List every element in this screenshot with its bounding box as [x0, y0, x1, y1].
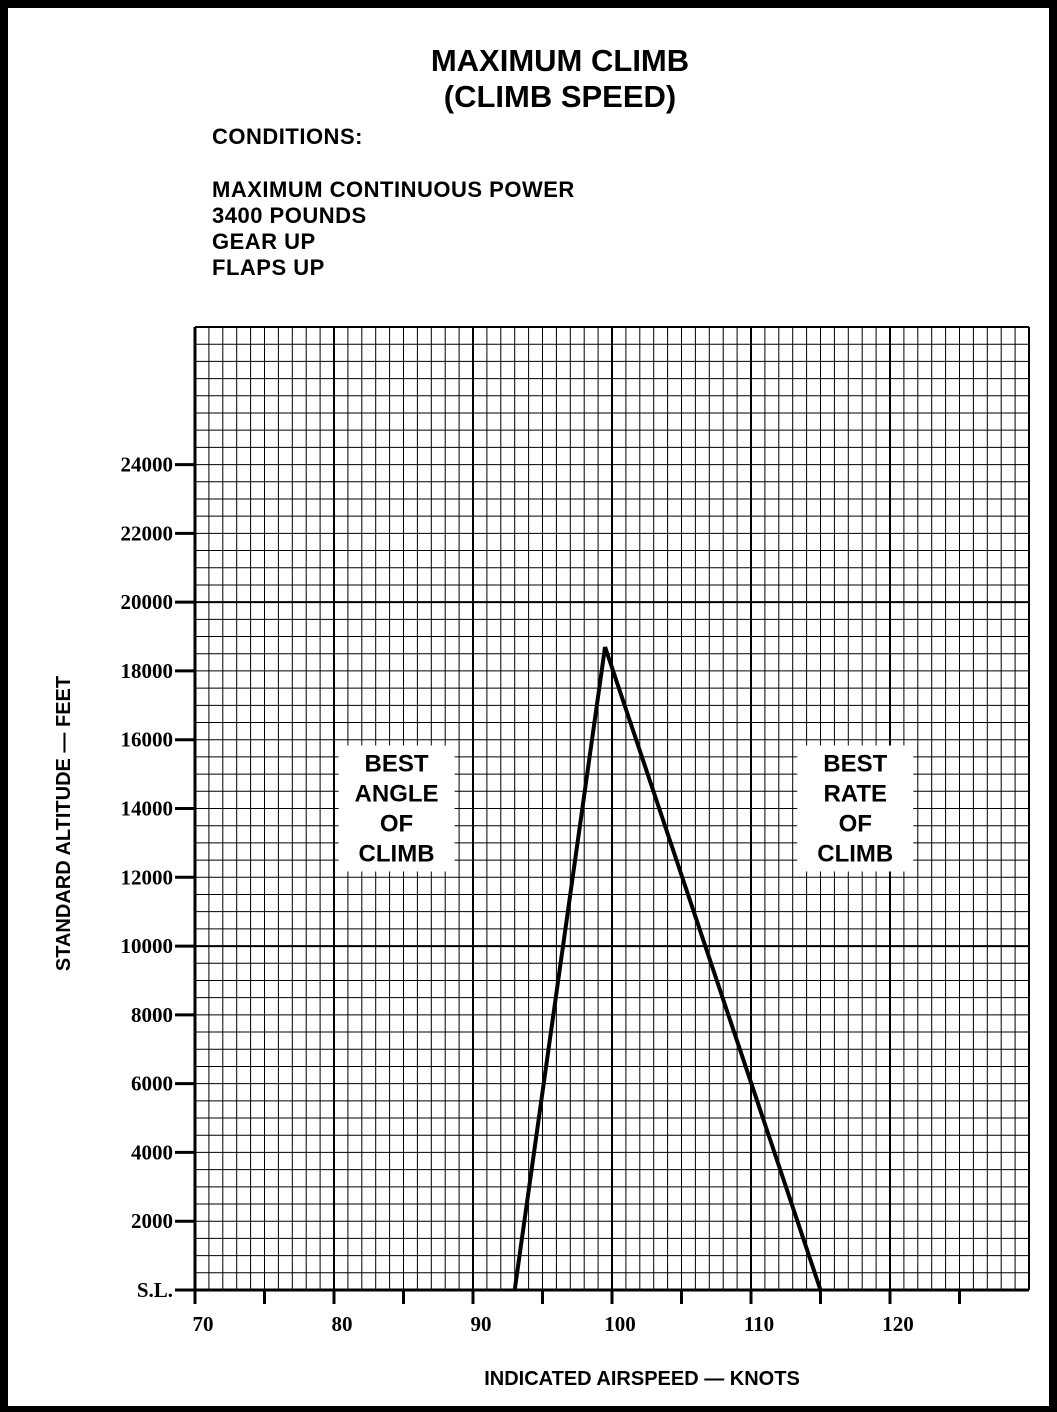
y-tick-label: 4000 — [131, 1140, 173, 1164]
annotation-text: BEST — [823, 751, 887, 778]
conditions-heading: CONDITIONS: — [212, 124, 363, 149]
annotation-text: CLIMB — [817, 841, 893, 868]
best-angle-annotation: BEST ANGLE OF CLIMB — [338, 745, 455, 872]
chart-title-line2: (CLIMB SPEED) — [443, 79, 677, 114]
chart-title-line1: MAXIMUM CLIMB — [430, 43, 690, 78]
y-tick-label: 8000 — [131, 1003, 173, 1027]
y-tick-label: 2000 — [131, 1209, 173, 1233]
x-tick-label: 70 — [193, 1312, 214, 1336]
annotation-text: CLIMB — [359, 841, 435, 868]
x-tick-label: 80 — [332, 1312, 353, 1336]
y-tick-label: 24000 — [121, 453, 174, 477]
y-tick-label: 18000 — [121, 659, 174, 683]
y-tick-label: 6000 — [131, 1072, 173, 1096]
annotation-box — [338, 745, 455, 872]
annotation-text: RATE — [823, 781, 887, 808]
annotation-text: OF — [839, 811, 872, 838]
best-angle-of-climb-line — [512, 646, 608, 1291]
x-tick-label: 100 — [604, 1312, 636, 1336]
y-tick-label: S.L. — [137, 1278, 173, 1302]
condition-gear: GEAR UP — [212, 229, 316, 254]
x-tick-label: 90 — [471, 1312, 492, 1336]
y-tick-label: 20000 — [121, 590, 174, 614]
y-tick-label: 14000 — [121, 797, 174, 821]
y-tick-label: 16000 — [121, 728, 174, 752]
y-tick-label: 12000 — [121, 865, 174, 889]
condition-flaps: FLAPS UP — [212, 255, 325, 280]
x-tick-label: 120 — [882, 1312, 914, 1336]
condition-power: MAXIMUM CONTINUOUS POWER — [212, 177, 575, 202]
best-rate-of-climb-line — [603, 646, 823, 1291]
condition-weight: 3400 POUNDS — [212, 203, 367, 228]
annotation-text: ANGLE — [355, 781, 439, 808]
y-tick-label: 10000 — [121, 934, 174, 958]
annotation-text: BEST — [365, 751, 429, 778]
x-axis-title: INDICATED AIRSPEED — KNOTS — [484, 1368, 800, 1390]
best-rate-annotation: BEST RATE OF CLIMB — [797, 745, 914, 872]
annotation-text: OF — [380, 811, 413, 838]
x-tick-label: 110 — [744, 1312, 774, 1336]
y-tick-label: 22000 — [121, 521, 174, 545]
annotation-box — [797, 745, 914, 872]
y-axis-title: STANDARD ALTITUDE — FEET — [53, 676, 75, 971]
